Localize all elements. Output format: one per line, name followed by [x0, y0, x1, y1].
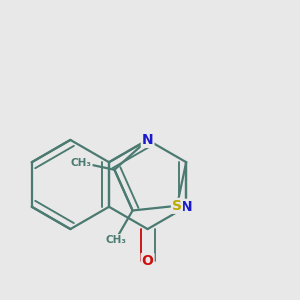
Text: S: S	[172, 199, 182, 213]
Text: O: O	[142, 254, 154, 268]
Text: CH₃: CH₃	[71, 158, 92, 168]
Text: CH₃: CH₃	[105, 235, 126, 245]
Text: N: N	[142, 133, 153, 147]
Text: N: N	[180, 200, 192, 214]
